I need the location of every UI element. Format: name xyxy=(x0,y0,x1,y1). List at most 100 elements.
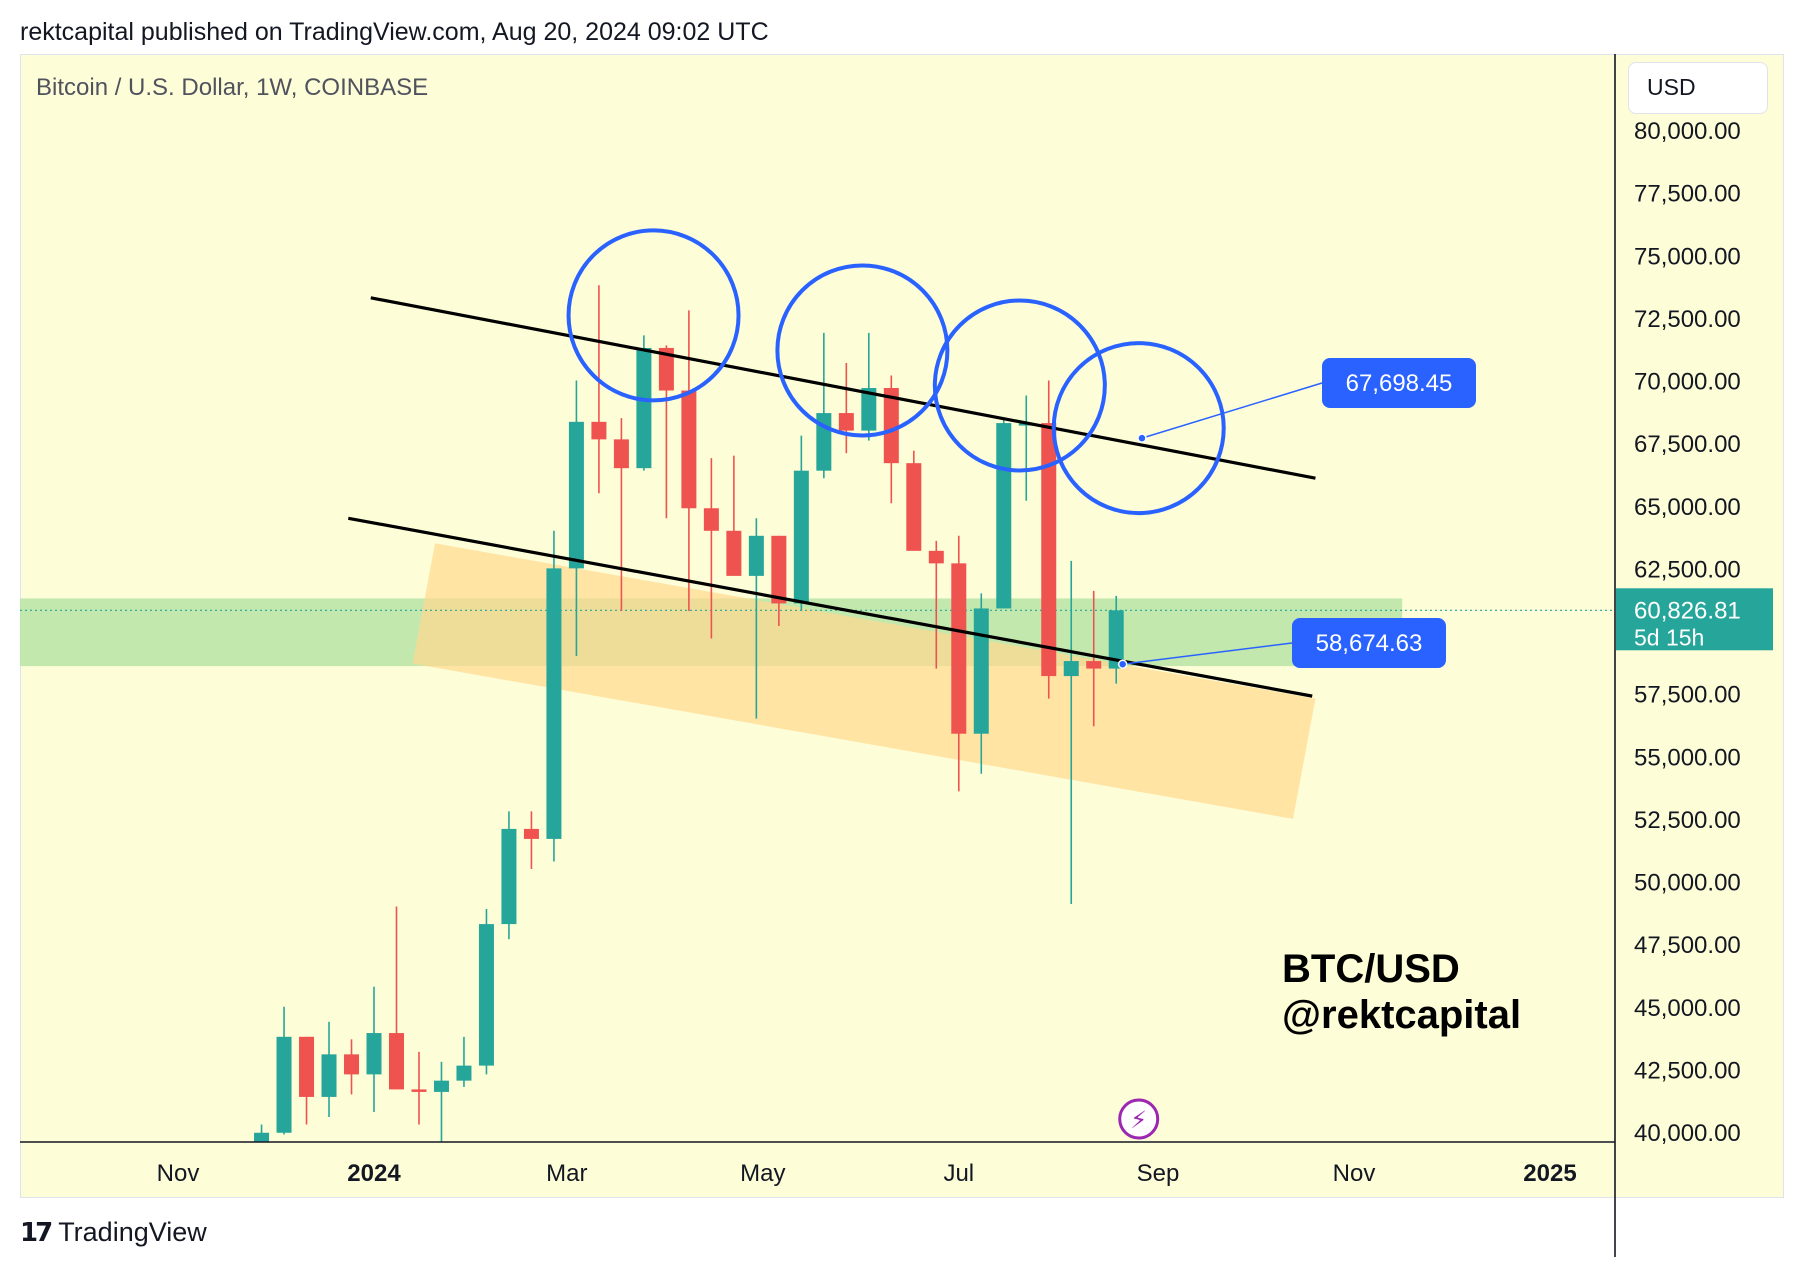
highlight-circle-1 xyxy=(566,228,741,403)
y-tick-label: 80,000.00 xyxy=(1634,118,1741,145)
candle-body xyxy=(456,1065,472,1081)
watermark-line2: @rektcapital xyxy=(1282,993,1522,1037)
y-tick-label: 65,000.00 xyxy=(1634,494,1741,521)
candle xyxy=(771,535,787,626)
candle xyxy=(456,1036,472,1087)
candle xyxy=(1018,395,1034,501)
highlight-circle-2 xyxy=(775,263,950,438)
candle xyxy=(523,811,539,869)
watermark-line1: BTC/USD xyxy=(1282,947,1460,991)
annotation-connector xyxy=(1141,382,1323,439)
y-tick-label: 45,000.00 xyxy=(1634,995,1741,1022)
candle-body xyxy=(591,421,607,440)
y-tick-label: 75,000.00 xyxy=(1634,243,1741,270)
y-tick-label: 70,000.00 xyxy=(1634,369,1741,396)
candle xyxy=(388,906,404,1090)
y-tick-label: 67,500.00 xyxy=(1634,431,1741,458)
lightning-glyph: ⚡ xyxy=(1130,1106,1147,1134)
candle-body xyxy=(951,563,967,734)
candle-body xyxy=(906,463,922,551)
candle xyxy=(636,335,652,471)
tradingview-logo[interactable]: 17 TradingView xyxy=(20,1217,207,1248)
candle-body xyxy=(793,470,809,604)
candle xyxy=(658,345,674,519)
annotation-label-bg xyxy=(1322,358,1476,408)
tradingview-logo-icon: 17 xyxy=(20,1217,53,1248)
candle xyxy=(951,535,967,792)
candle-body xyxy=(703,508,719,531)
candle xyxy=(546,530,562,862)
candle xyxy=(996,418,1012,609)
candle xyxy=(366,986,382,1112)
candle xyxy=(816,332,832,479)
x-tick-label: 2024 xyxy=(347,1160,401,1187)
y-tick-label: 62,500.00 xyxy=(1634,556,1741,583)
tradingview-brand: TradingView xyxy=(58,1217,207,1247)
highlight-circle-4 xyxy=(1051,341,1226,516)
candle xyxy=(411,1051,427,1125)
last-price-countdown: 5d 15h xyxy=(1634,624,1704,650)
candle-body xyxy=(299,1036,315,1097)
watermark: BTC/USD @rektcapital xyxy=(1282,946,1521,1038)
annotation-connector xyxy=(1122,642,1293,665)
candle-body xyxy=(771,535,787,604)
y-tick-label: 57,500.00 xyxy=(1634,682,1741,709)
candle-body xyxy=(748,535,764,576)
candle xyxy=(703,458,719,639)
y-tick-label: 77,500.00 xyxy=(1634,181,1741,208)
lightning-icon xyxy=(1118,1098,1160,1140)
y-tick-label: 72,500.00 xyxy=(1634,306,1741,333)
candle xyxy=(928,540,944,669)
candle-body xyxy=(1063,661,1079,677)
candle xyxy=(861,332,877,441)
candle xyxy=(591,285,607,494)
candle-body xyxy=(861,388,877,431)
candle xyxy=(478,909,494,1075)
candle-body xyxy=(928,550,944,564)
candle-body xyxy=(658,347,674,391)
candle xyxy=(299,1036,315,1125)
y-tick-label: 40,000.00 xyxy=(1634,1120,1741,1147)
orange-zone xyxy=(412,543,1316,819)
plot-area: 67,698.45 58,674.63 xyxy=(20,228,1615,1142)
x-tick-label: Nov xyxy=(1333,1160,1376,1187)
candle xyxy=(276,1006,292,1135)
candle xyxy=(568,380,584,657)
trendline-lower xyxy=(348,516,1313,698)
annotation-label-bg xyxy=(1292,618,1446,668)
trendline-upper xyxy=(370,296,1316,480)
candle xyxy=(1063,560,1079,905)
y-tick-label: 55,000.00 xyxy=(1634,744,1741,771)
candle xyxy=(973,593,989,774)
annotation-anchor xyxy=(1117,659,1128,669)
highlight-circle-3 xyxy=(932,298,1107,473)
y-tick-label: 50,000.00 xyxy=(1634,870,1741,897)
candle-body xyxy=(613,439,629,469)
currency-button[interactable]: USD xyxy=(1628,62,1768,114)
candle-body xyxy=(1041,423,1057,677)
candle-body xyxy=(681,390,697,509)
candle-body xyxy=(1108,610,1124,669)
candle-body xyxy=(523,828,539,839)
candle xyxy=(838,362,854,454)
candle-body xyxy=(321,1054,337,1097)
x-tick-label: 2025 xyxy=(1523,1160,1576,1187)
candle xyxy=(793,435,809,611)
candle xyxy=(1086,590,1102,727)
candle xyxy=(344,1039,360,1095)
candle-body xyxy=(501,828,517,925)
candle-body xyxy=(366,1033,382,1075)
y-tick-label: 52,500.00 xyxy=(1634,807,1741,834)
candle xyxy=(1108,595,1124,684)
candle-body xyxy=(996,423,1012,609)
x-tick-label: Jul xyxy=(943,1160,974,1187)
candle-body xyxy=(276,1036,292,1133)
annotation-anchor xyxy=(1137,433,1147,443)
candle-body xyxy=(388,1033,404,1090)
candle-body xyxy=(726,530,742,576)
candle-body xyxy=(433,1080,449,1092)
candle xyxy=(254,1124,270,1142)
symbol-title: Bitcoin / U.S. Dollar, 1W, COINBASE xyxy=(36,74,429,101)
candle xyxy=(321,1021,337,1117)
